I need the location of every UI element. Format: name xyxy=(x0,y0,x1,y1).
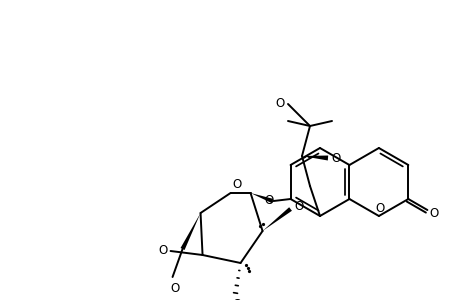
Text: O: O xyxy=(275,97,284,110)
Text: O: O xyxy=(231,298,241,300)
Polygon shape xyxy=(250,193,273,203)
Text: O: O xyxy=(375,202,384,215)
Text: O: O xyxy=(330,152,340,164)
Polygon shape xyxy=(262,207,291,231)
Text: O: O xyxy=(231,178,241,190)
Polygon shape xyxy=(180,213,200,250)
Polygon shape xyxy=(302,155,327,160)
Text: O: O xyxy=(157,244,167,257)
Text: O: O xyxy=(169,283,179,296)
Text: O: O xyxy=(293,200,302,214)
Text: O: O xyxy=(429,208,438,220)
Text: O: O xyxy=(263,194,273,208)
